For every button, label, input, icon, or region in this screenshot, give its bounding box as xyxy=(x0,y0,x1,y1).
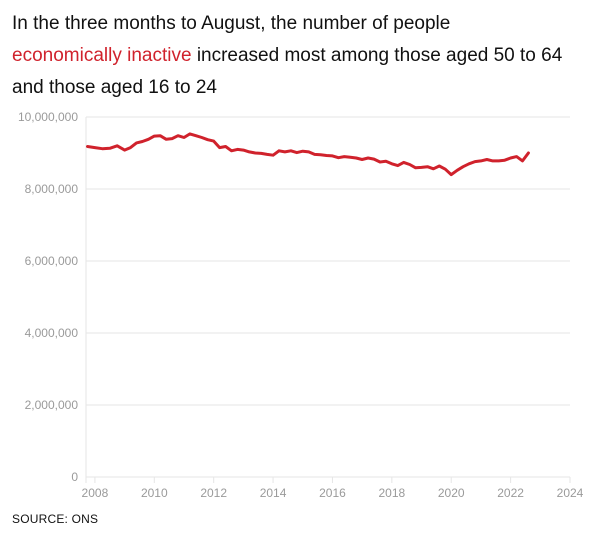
y-tick-label: 8,000,000 xyxy=(25,182,79,196)
x-tick-label: 2010 xyxy=(141,486,168,500)
series-lines xyxy=(86,132,530,177)
x-tick-label: 2016 xyxy=(319,486,346,500)
x-tick-label: 2012 xyxy=(200,486,227,500)
y-axis-ticks: 0 2,000,000 4,000,000 6,000,000 8,000,000 10,… xyxy=(18,110,78,484)
y-tick-label: 2,000,000 xyxy=(25,398,79,412)
line-chart: 0 2,000,000 4,000,000 6,000,000 8,000,000 10,… xyxy=(18,110,584,500)
y-tick-label: 4,000,000 xyxy=(25,326,79,340)
x-axis-ticks: 2008 2010 2012 2014 2016 2018 2020 2022 2024 xyxy=(82,477,584,500)
x-tick-label: 2008 xyxy=(82,486,109,500)
source-note: SOURCE: ONS xyxy=(12,512,99,526)
x-tick-label: 2024 xyxy=(557,486,584,500)
series-line xyxy=(86,132,530,177)
headline-text-after: increased most among those aged 50 to 64… xyxy=(12,45,563,98)
gridlines xyxy=(85,116,570,483)
y-tick-label: 10,000,000 xyxy=(18,110,78,124)
x-tick-label: 2014 xyxy=(260,486,287,500)
headline: In the three months to August, the numbe… xyxy=(12,8,582,104)
y-tick-label: 0 xyxy=(71,470,78,484)
x-tick-label: 2018 xyxy=(378,486,405,500)
headline-text-before: In the three months to August, the numbe… xyxy=(12,13,451,34)
headline-highlight: economically inactive xyxy=(12,45,192,66)
y-tick-label: 6,000,000 xyxy=(25,254,79,268)
x-tick-label: 2020 xyxy=(438,486,465,500)
x-tick-label: 2022 xyxy=(497,486,524,500)
